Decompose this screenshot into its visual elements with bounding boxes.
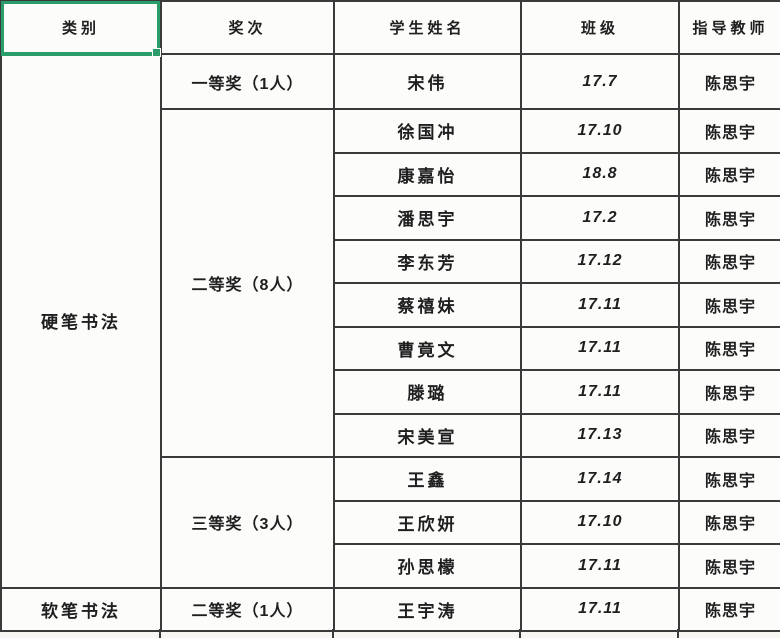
- table-row: 李东芳 17.12 陈思宇: [1, 238, 780, 284]
- student-name-cell[interactable]: 王鑫: [333, 456, 522, 502]
- table-row: 滕璐 17.11 陈思宇: [1, 369, 780, 415]
- class-cell[interactable]: 18.8: [520, 151, 680, 197]
- table-row: 康嘉怡 18.8 陈思宇: [1, 151, 780, 197]
- teacher-cell[interactable]: 陈思宇: [678, 108, 780, 154]
- teacher-cell[interactable]: 陈思宇: [678, 412, 780, 458]
- teacher-cell[interactable]: 陈思宇: [678, 369, 780, 415]
- award-cell[interactable]: 二等奖（1人）: [160, 586, 335, 632]
- gridline-stub: [332, 629, 334, 638]
- student-name-cell[interactable]: 孙思檬: [333, 543, 522, 589]
- student-name-cell[interactable]: 曹竟文: [333, 325, 522, 371]
- teacher-cell[interactable]: 陈思宇: [678, 586, 780, 632]
- table-row: 硬笔书法 一等奖（1人） 宋伟 17.7 陈思宇: [0, 53, 780, 589]
- teacher-cell[interactable]: 陈思宇: [678, 151, 780, 197]
- student-name-cell[interactable]: 宋美宣: [333, 412, 522, 458]
- class-cell[interactable]: 17.11: [520, 282, 680, 328]
- class-cell[interactable]: 17.11: [520, 369, 680, 415]
- class-cell[interactable]: 17.11: [520, 586, 680, 632]
- teacher-cell[interactable]: 陈思宇: [678, 543, 780, 589]
- gridline-stub: [677, 629, 679, 638]
- award-cell[interactable]: 三等奖（3人）: [160, 456, 335, 589]
- award-cell[interactable]: 一等奖（1人）: [160, 53, 335, 110]
- class-cell[interactable]: 17.11: [520, 325, 680, 371]
- student-name-cell[interactable]: 滕璐: [333, 369, 522, 415]
- student-name-cell[interactable]: 宋伟: [333, 53, 522, 110]
- gridline-stub: [519, 629, 521, 638]
- class-cell[interactable]: 17.14: [520, 456, 680, 502]
- header-cell-student-name[interactable]: 学生姓名: [333, 0, 522, 55]
- student-name-cell[interactable]: 潘思宇: [333, 195, 522, 241]
- header-cell-teacher[interactable]: 指导教师: [678, 0, 780, 55]
- teacher-cell[interactable]: 陈思宇: [678, 456, 780, 502]
- student-name-cell[interactable]: 康嘉怡: [333, 151, 522, 197]
- category-cell[interactable]: 硬笔书法: [0, 53, 162, 589]
- table-row: 王欣妍 17.10 陈思宇: [1, 499, 780, 545]
- teacher-cell[interactable]: 陈思宇: [678, 238, 780, 284]
- student-name-cell[interactable]: 李东芳: [333, 238, 522, 284]
- table-row: 三等奖（3人） 王鑫 17.14 陈思宇: [1, 456, 780, 589]
- class-cell[interactable]: 17.7: [520, 53, 680, 110]
- gridline-stub: [159, 629, 161, 638]
- award-cell[interactable]: 二等奖（8人）: [160, 108, 335, 458]
- teacher-cell[interactable]: 陈思宇: [678, 195, 780, 241]
- header-cell-class[interactable]: 班级: [520, 0, 680, 55]
- teacher-cell[interactable]: 陈思宇: [678, 325, 780, 371]
- class-cell[interactable]: 17.11: [520, 543, 680, 589]
- table-row: 二等奖（8人） 徐国冲 17.10 陈思宇: [1, 108, 780, 458]
- table-row: 宋美宣 17.13 陈思宇: [1, 412, 780, 458]
- student-name-cell[interactable]: 王宇涛: [333, 586, 522, 632]
- table-row: 软笔书法 二等奖（1人） 王宇涛 17.11 陈思宇: [0, 586, 780, 632]
- table-row: 潘思宇 17.2 陈思宇: [1, 195, 780, 241]
- header-row: 类别 奖次 学生姓名 班级 指导教师: [0, 0, 780, 55]
- class-cell[interactable]: 17.10: [520, 499, 680, 545]
- student-name-cell[interactable]: 徐国冲: [333, 108, 522, 154]
- fill-handle[interactable]: [152, 48, 161, 57]
- header-cell-award[interactable]: 奖次: [160, 0, 335, 55]
- header-cell-category[interactable]: 类别: [0, 0, 162, 55]
- class-cell[interactable]: 17.12: [520, 238, 680, 284]
- category-cell[interactable]: 软笔书法: [0, 586, 162, 632]
- table-row: 蔡禧妹 17.11 陈思宇: [1, 282, 780, 328]
- class-cell[interactable]: 17.10: [520, 108, 680, 154]
- table-row: 孙思檬 17.11 陈思宇: [1, 543, 780, 589]
- teacher-cell[interactable]: 陈思宇: [678, 53, 780, 110]
- selected-cell-border: [1, 1, 161, 57]
- table-row: 曹竟文 17.11 陈思宇: [1, 325, 780, 371]
- teacher-cell[interactable]: 陈思宇: [678, 499, 780, 545]
- student-name-cell[interactable]: 蔡禧妹: [333, 282, 522, 328]
- teacher-cell[interactable]: 陈思宇: [678, 282, 780, 328]
- class-cell[interactable]: 17.2: [520, 195, 680, 241]
- student-name-cell[interactable]: 王欣妍: [333, 499, 522, 545]
- class-cell[interactable]: 17.13: [520, 412, 680, 458]
